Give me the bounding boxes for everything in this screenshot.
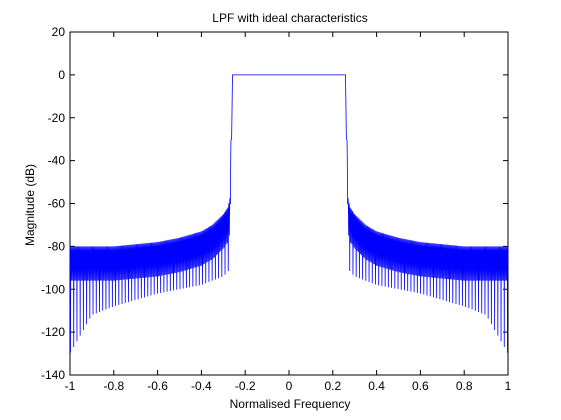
x-axis-label: Normalised Frequency (230, 397, 351, 411)
y-tick-label: -20 (48, 111, 66, 125)
axes-box (69, 31, 509, 376)
x-tick-label: -0.4 (191, 379, 212, 393)
y-axis-label: Magnitude (dB) (23, 164, 37, 246)
x-tick-label: -0.2 (235, 379, 256, 393)
y-tick-label: 0 (58, 68, 65, 82)
x-tick-label: 0 (286, 379, 293, 393)
x-tick-label: -1 (65, 379, 76, 393)
x-tick-label: 0.8 (456, 379, 473, 393)
x-tick-label: 0.6 (412, 379, 429, 393)
x-tick-label: -0.6 (147, 379, 168, 393)
y-tick-label: -60 (48, 197, 66, 211)
x-tick-label: 1 (505, 379, 512, 393)
chart-title: LPF with ideal characteristics (212, 11, 367, 25)
y-tick-label: 20 (52, 25, 66, 39)
plot-area: -1 -0.8 -0.6 -0.4 -0.2 0 0.2 0.4 0.6 0.8 1 -140 -120… (41, 25, 512, 393)
y-tick-label: -80 (48, 239, 66, 253)
y-tick-label: -100 (41, 282, 65, 296)
x-tick-label: 0.2 (324, 379, 341, 393)
y-tick-label: -120 (41, 325, 65, 339)
series-line (69, 74, 509, 353)
x-tick-label: 0.4 (368, 379, 385, 393)
y-tick-label: -140 (41, 368, 65, 382)
x-tick-label: -0.8 (103, 379, 124, 393)
y-tick-label: -40 (48, 154, 66, 168)
